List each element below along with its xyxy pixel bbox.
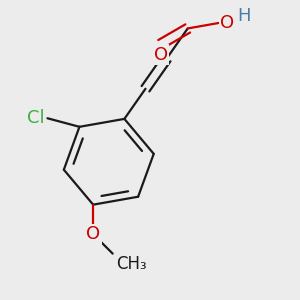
Text: O: O <box>220 14 234 32</box>
Text: O: O <box>86 225 100 243</box>
Text: O: O <box>154 46 168 64</box>
Text: H: H <box>238 7 251 25</box>
Text: CH₃: CH₃ <box>116 255 146 273</box>
Text: Cl: Cl <box>27 109 44 127</box>
